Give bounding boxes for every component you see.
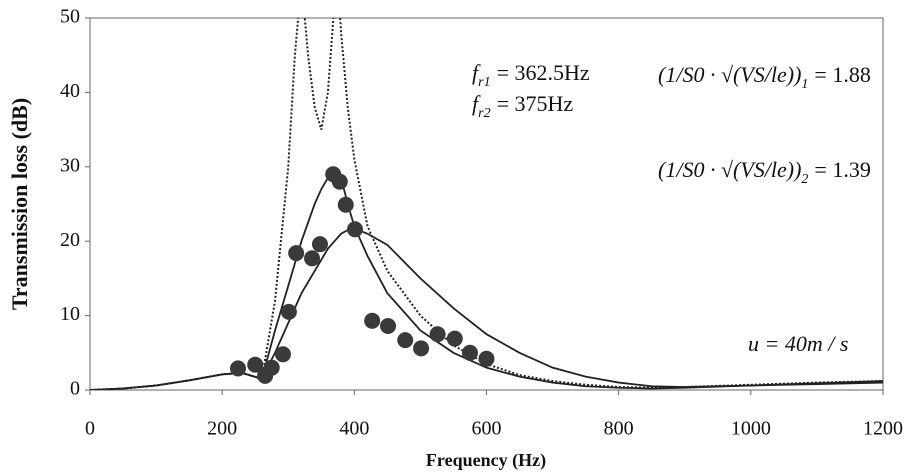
y-tick-label: 30 [60, 154, 80, 176]
data-point [461, 344, 478, 361]
x-tick-label: 1000 [731, 418, 771, 440]
y-tick-label: 50 [60, 6, 80, 28]
data-point [311, 236, 328, 253]
annotation-subscript: r2 [478, 106, 490, 121]
data-point [288, 245, 305, 262]
data-point [331, 173, 348, 190]
annotation-value: = 375Hz [497, 91, 574, 116]
x-tick-label: 600 [472, 418, 502, 440]
annotation-text: f [472, 60, 481, 85]
data-point [380, 318, 397, 335]
annotation-value: = 362.5Hz [497, 60, 590, 85]
data-point [413, 340, 430, 357]
y-axis-label: Transmission loss (dB) [7, 98, 32, 310]
y-tick-label: 0 [70, 378, 80, 400]
data-point [337, 196, 354, 213]
y-tick-label: 20 [60, 229, 80, 251]
data-point [280, 303, 297, 320]
annotation-subscript: 2 [801, 172, 808, 187]
x-tick-label: 200 [207, 418, 237, 440]
data-point [274, 346, 291, 363]
data-point [346, 221, 363, 238]
data-point [364, 312, 381, 329]
annotation: u = 40m / s [748, 331, 848, 356]
annotation: (1/S0 · √(VS/le))2 = 1.39 [658, 157, 871, 187]
annotation-subscript: 1 [801, 77, 808, 92]
annotation: fr2 = 375Hz [472, 91, 573, 121]
data-point [478, 350, 495, 367]
data-point [230, 360, 247, 377]
data-point [304, 250, 321, 267]
annotation-text: u = 40m / s [748, 331, 848, 356]
annotation-subscript: r1 [478, 75, 490, 90]
annotation-text: (1/S0 · √(VS/le)) [658, 157, 801, 182]
x-tick-label: 0 [85, 418, 95, 440]
x-tick-label: 1200 [863, 418, 903, 440]
annotation: (1/S0 · √(VS/le))1 = 1.88 [658, 62, 871, 92]
annotation: fr1 = 362.5Hz [472, 60, 590, 90]
y-tick-label: 10 [60, 303, 80, 325]
data-point [446, 330, 463, 347]
annotation-value: = 1.39 [814, 157, 870, 182]
x-tick-label: 800 [604, 418, 634, 440]
y-tick-label: 40 [60, 80, 80, 102]
x-tick-label: 400 [339, 418, 369, 440]
annotation-value: = 1.88 [814, 62, 870, 87]
data-point [247, 356, 264, 373]
data-point [263, 359, 280, 376]
annotation-text: (1/S0 · √(VS/le)) [658, 62, 801, 87]
plot-area [90, 18, 883, 390]
data-point [397, 332, 414, 349]
x-axis-label: Frequency (Hz) [426, 450, 546, 471]
annotation-text: f [472, 91, 481, 116]
data-point [429, 326, 446, 343]
